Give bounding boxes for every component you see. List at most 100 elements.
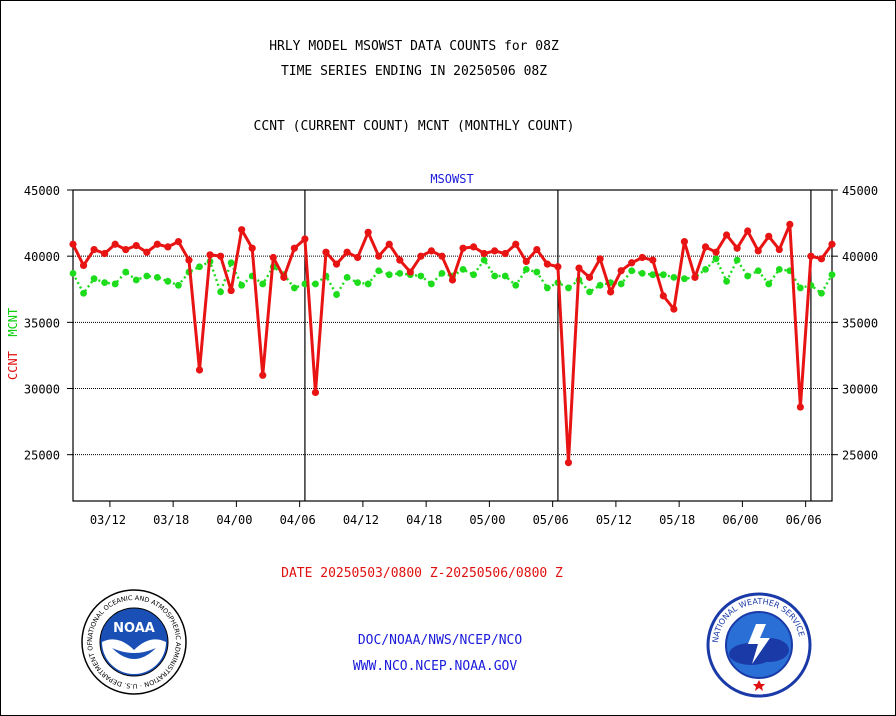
y-tick-label-right: 25000 <box>842 449 878 463</box>
data-point-mcnt <box>491 272 499 280</box>
data-point-mcnt <box>259 280 267 288</box>
data-point-mcnt <box>90 275 98 283</box>
data-point-mcnt <box>702 266 709 273</box>
data-point-mcnt <box>354 279 362 287</box>
data-point-mcnt <box>681 275 688 283</box>
data-point-ccnt <box>238 226 246 234</box>
data-point-mcnt <box>533 268 541 276</box>
data-point-ccnt <box>543 260 551 268</box>
chart-title-line1: HRLY MODEL MSOWST DATA COUNTS for 08Z <box>269 39 559 54</box>
data-point-ccnt <box>174 238 183 246</box>
data-point-ccnt <box>469 243 478 251</box>
x-tick-label: 04/06 <box>280 513 316 527</box>
data-point-mcnt <box>122 268 130 276</box>
data-point-ccnt <box>712 248 720 256</box>
data-point-ccnt <box>164 243 172 251</box>
data-point-ccnt <box>301 235 309 243</box>
x-tick-label: 05/12 <box>596 513 632 527</box>
data-point-mcnt <box>470 271 477 279</box>
data-point-ccnt <box>101 249 109 258</box>
data-point-ccnt <box>754 247 762 255</box>
data-point-mcnt <box>375 267 383 275</box>
data-point-mcnt <box>153 273 161 281</box>
data-point-ccnt <box>744 227 752 235</box>
data-point-mcnt <box>428 280 435 288</box>
x-tick-label: 05/00 <box>469 513 505 527</box>
data-point-mcnt <box>290 284 298 292</box>
data-point-ccnt <box>438 252 446 260</box>
data-point-ccnt <box>533 245 541 254</box>
x-tick-label: 05/06 <box>533 513 569 527</box>
y-tick-label-left: 25000 <box>24 449 60 463</box>
data-point-ccnt <box>512 240 520 248</box>
data-point-mcnt <box>417 272 425 280</box>
data-point-mcnt <box>438 269 446 277</box>
plot-area <box>72 189 833 502</box>
data-point-ccnt <box>448 276 457 284</box>
data-point-ccnt <box>375 252 383 260</box>
data-point-ccnt <box>522 257 530 266</box>
data-point-mcnt <box>217 288 224 296</box>
x-tick-label: 06/00 <box>722 513 758 527</box>
data-point-mcnt <box>459 266 467 273</box>
data-point-ccnt <box>596 255 604 263</box>
website-link[interactable]: WWW.NCO.NCEP.NOAA.GOV <box>352 659 518 674</box>
data-point-ccnt <box>311 388 320 397</box>
data-point-mcnt <box>565 284 572 292</box>
data-point-ccnt <box>786 220 794 229</box>
chart-subtitle: CCNT (CURRENT COUNT) MCNT (MONTHLY COUNT… <box>253 119 575 134</box>
y-tick-label-right: 35000 <box>842 316 878 330</box>
data-point-ccnt <box>670 305 678 313</box>
data-point-mcnt <box>111 280 119 288</box>
data-point-ccnt <box>649 256 657 264</box>
data-point-mcnt <box>69 269 77 277</box>
data-point-ccnt <box>343 248 351 256</box>
data-point-ccnt <box>722 231 731 239</box>
data-point-mcnt <box>670 273 678 281</box>
data-point-mcnt <box>596 281 604 289</box>
data-point-ccnt <box>459 244 467 252</box>
data-point-ccnt <box>122 245 130 254</box>
data-point-ccnt <box>733 244 741 252</box>
data-point-ccnt <box>216 252 225 260</box>
data-point-ccnt <box>259 371 267 379</box>
data-point-ccnt <box>575 264 583 272</box>
y-tick-label-left: 35000 <box>24 316 60 330</box>
data-point-mcnt <box>754 267 762 275</box>
data-point-ccnt <box>491 247 499 255</box>
date-range-label: DATE 20250503/0800 Z-20250506/0800 Z <box>281 566 563 581</box>
data-point-ccnt <box>680 238 689 246</box>
noaa-logo: NOAA NATIONAL OCEANIC AND ATMOSPHERIC AD… <box>80 588 187 695</box>
data-point-mcnt <box>617 280 625 288</box>
agency-label: DOC/NOAA/NWS/NCEP/NCO <box>357 633 523 648</box>
data-point-ccnt <box>143 248 151 256</box>
data-point-ccnt <box>564 459 573 467</box>
data-point-mcnt <box>744 272 752 280</box>
data-point-ccnt <box>607 288 615 296</box>
chart-title-line2: TIME SERIES ENDING IN 20250506 08Z <box>280 64 548 79</box>
y-tick-label-left: 40000 <box>24 250 60 264</box>
data-point-ccnt <box>585 273 594 281</box>
data-point-ccnt <box>79 261 88 270</box>
data-point-mcnt <box>227 259 235 267</box>
data-point-mcnt <box>132 276 140 284</box>
data-point-ccnt <box>659 292 667 300</box>
data-point-mcnt <box>543 284 551 292</box>
data-point-mcnt <box>164 277 172 285</box>
data-point-ccnt <box>817 255 826 263</box>
data-point-mcnt <box>765 280 773 288</box>
data-point-mcnt <box>364 280 372 288</box>
data-point-mcnt <box>659 271 667 279</box>
nws-logo: NATIONAL WEATHER SERVICE <box>706 592 812 698</box>
data-point-ccnt <box>195 366 204 374</box>
data-point-ccnt <box>396 256 404 264</box>
data-point-ccnt <box>90 245 98 254</box>
data-point-ccnt <box>111 240 119 248</box>
data-point-ccnt <box>185 256 193 264</box>
data-point-mcnt <box>586 288 593 296</box>
y-tick-label-right: 30000 <box>842 383 878 397</box>
data-point-ccnt <box>248 244 256 252</box>
data-point-mcnt <box>101 279 109 287</box>
data-point-mcnt <box>501 272 509 280</box>
